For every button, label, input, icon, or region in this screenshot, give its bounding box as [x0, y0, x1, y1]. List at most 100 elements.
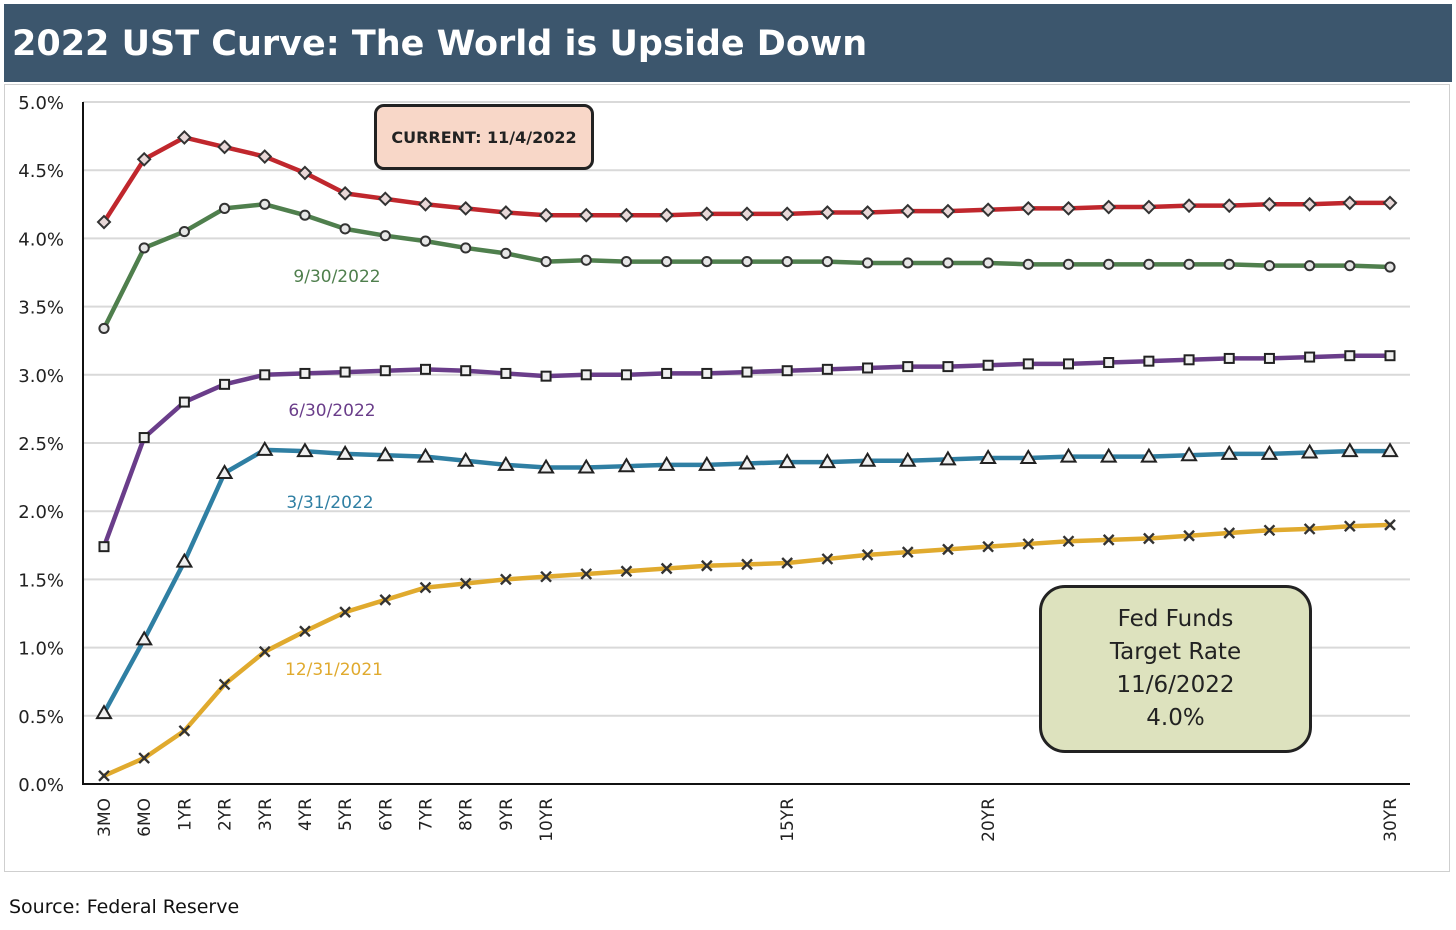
- data-point: [701, 255, 713, 268]
- data-point: [861, 548, 874, 561]
- y-tick-label: 5.0%: [18, 93, 64, 114]
- chart-title: 2022 UST Curve: The World is Upside Down: [12, 24, 868, 64]
- data-point: [500, 367, 512, 379]
- data-point: [580, 254, 592, 266]
- data-point: [500, 573, 512, 586]
- data-point: [1381, 442, 1399, 458]
- data-point: [700, 559, 713, 572]
- data-point: [376, 446, 395, 462]
- data-point: [781, 255, 793, 268]
- data-point: [538, 207, 554, 223]
- data-point: [580, 568, 593, 580]
- data-point: [419, 235, 432, 247]
- data-point: [337, 185, 353, 201]
- data-point: [902, 257, 914, 269]
- data-point: [858, 451, 877, 467]
- data-point: [739, 206, 755, 222]
- fed-funds-line-4: 4.0%: [1146, 705, 1205, 731]
- data-point: [1341, 442, 1359, 458]
- data-point: [540, 370, 552, 382]
- data-point: [862, 362, 874, 374]
- data-point: [1143, 355, 1155, 367]
- data-point: [1263, 352, 1275, 364]
- data-point: [1141, 199, 1157, 215]
- data-point: [1221, 198, 1237, 214]
- data-point: [1099, 447, 1118, 463]
- data-point: [456, 451, 475, 467]
- data-point: [661, 255, 673, 268]
- data-point: [902, 361, 914, 373]
- data-point: [738, 454, 756, 470]
- fed-funds-line-2: Target Rate: [1109, 639, 1242, 665]
- x-tick-label: 20YR: [979, 798, 999, 842]
- data-point: [942, 257, 954, 269]
- data-point: [138, 752, 151, 764]
- data-point: [1384, 518, 1396, 531]
- data-point: [741, 558, 753, 571]
- data-point: [659, 207, 675, 223]
- data-point: [1384, 261, 1396, 273]
- data-point: [1103, 357, 1115, 369]
- data-point: [537, 458, 555, 474]
- data-point: [1140, 447, 1158, 463]
- y-tick-label: 3.0%: [18, 366, 64, 387]
- data-point: [259, 369, 271, 381]
- title-bar: 2022 UST Curve: The World is Upside Down: [4, 4, 1452, 82]
- data-point: [1220, 444, 1238, 460]
- data-point: [1342, 195, 1358, 211]
- x-tick-label: 6MO: [135, 798, 155, 837]
- data-point: [178, 724, 191, 737]
- data-point: [219, 378, 231, 390]
- data-point: [580, 369, 592, 381]
- data-point: [1183, 258, 1195, 270]
- data-point: [1260, 444, 1279, 460]
- data-point: [98, 541, 110, 553]
- data-point: [741, 366, 753, 378]
- data-point: [1304, 351, 1316, 363]
- y-tick-label: 1.5%: [18, 570, 64, 591]
- series-label: 6/30/2022: [288, 401, 375, 421]
- x-tick-label: 15YR: [778, 798, 798, 842]
- data-point: [418, 196, 433, 212]
- x-tick-label: 1YR: [175, 798, 195, 831]
- data-point: [458, 200, 474, 216]
- data-point: [460, 365, 472, 377]
- data-point: [818, 453, 837, 469]
- data-point: [942, 543, 954, 556]
- data-point: [1143, 258, 1155, 270]
- x-tick-label: 5YR: [336, 798, 356, 831]
- data-point: [299, 367, 311, 379]
- series-label: 9/30/2022: [293, 267, 380, 287]
- data-point: [781, 365, 793, 377]
- data-point: [1059, 447, 1078, 463]
- data-point: [175, 552, 194, 568]
- data-point: [1262, 196, 1277, 212]
- data-point: [619, 207, 634, 223]
- data-point: [1101, 199, 1117, 215]
- data-point: [258, 645, 271, 658]
- x-tick-label: 2YR: [216, 798, 236, 831]
- data-point: [578, 207, 594, 223]
- data-point: [420, 363, 431, 375]
- data-point: [497, 455, 515, 471]
- data-point: [901, 546, 914, 558]
- source-note: Source: Federal Reserve: [9, 896, 240, 918]
- data-point: [1022, 258, 1034, 270]
- data-point: [95, 704, 113, 720]
- data-point: [620, 369, 632, 381]
- data-point: [98, 769, 110, 782]
- data-point: [899, 451, 917, 467]
- data-point: [617, 457, 636, 473]
- data-point: [336, 444, 354, 460]
- y-tick-label: 1.0%: [18, 639, 64, 660]
- data-point: [1384, 350, 1396, 362]
- data-point: [1062, 258, 1075, 270]
- data-point: [419, 581, 432, 594]
- current-date-callout: CURRENT: 11/4/2022: [374, 104, 594, 170]
- data-point: [1181, 198, 1197, 214]
- data-point: [217, 139, 232, 155]
- data-point: [860, 205, 875, 220]
- data-point: [178, 396, 190, 408]
- data-point: [98, 322, 110, 335]
